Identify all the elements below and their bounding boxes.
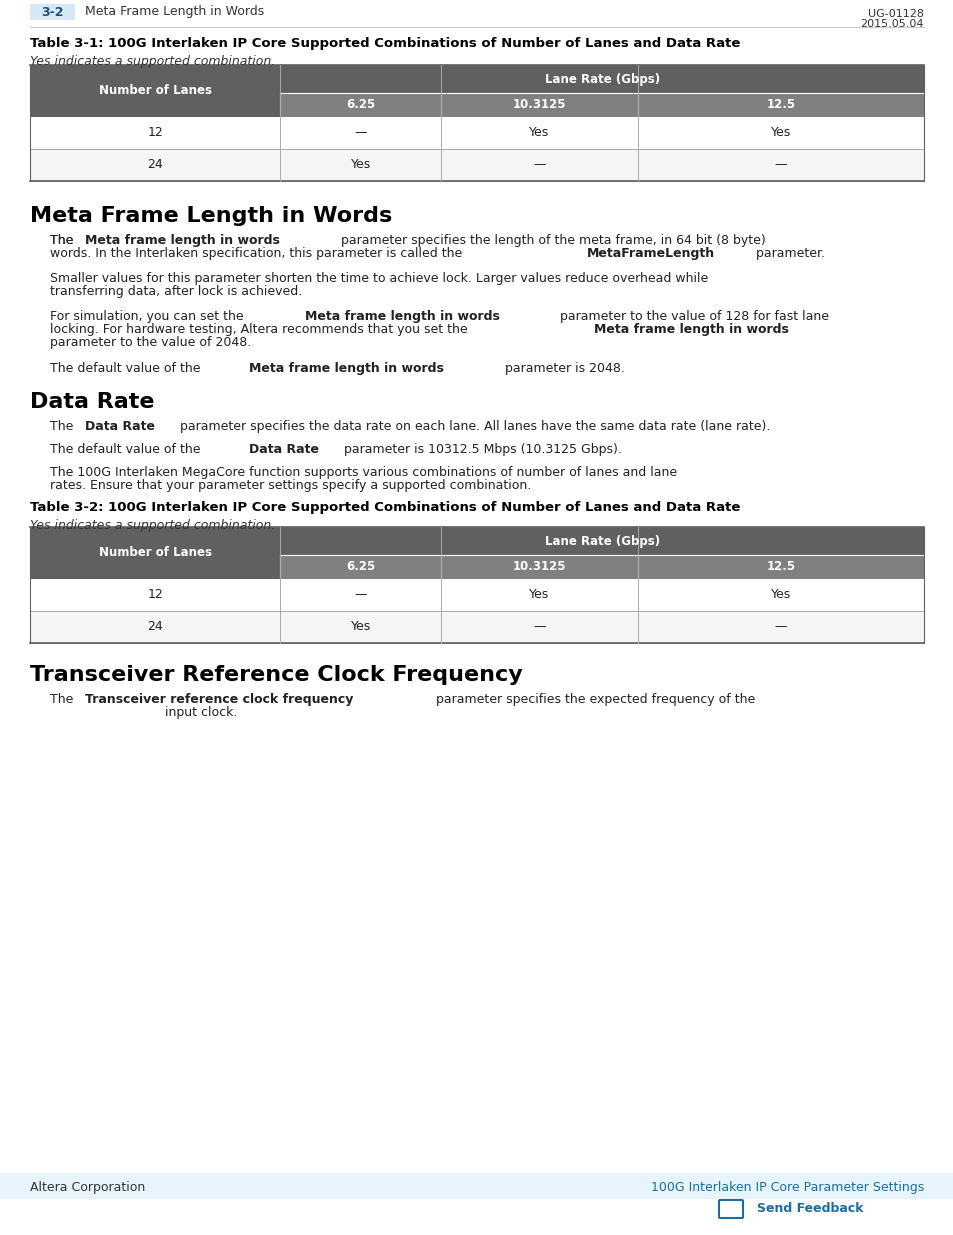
Text: Yes: Yes xyxy=(529,126,549,140)
Text: Data Rate: Data Rate xyxy=(30,391,154,412)
Bar xyxy=(30,579,923,611)
Text: input clock.: input clock. xyxy=(165,706,237,719)
Text: Yes indicates a supported combination.: Yes indicates a supported combination. xyxy=(30,56,275,68)
Text: Number of Lanes: Number of Lanes xyxy=(98,547,212,559)
Text: locking. For hardware testing, Altera recommends that you set the: locking. For hardware testing, Altera re… xyxy=(50,324,471,336)
Text: Data Rate: Data Rate xyxy=(85,420,155,433)
Bar xyxy=(280,65,923,93)
Text: UG-01128: UG-01128 xyxy=(867,9,923,19)
Bar xyxy=(30,527,280,579)
Text: parameter.: parameter. xyxy=(752,247,824,261)
Text: parameter to the value of 128 for fast lane: parameter to the value of 128 for fast l… xyxy=(556,310,828,324)
Text: Number of Lanes: Number of Lanes xyxy=(98,84,212,98)
Text: 10.3125: 10.3125 xyxy=(513,561,566,573)
Text: Lane Rate (Gbps): Lane Rate (Gbps) xyxy=(544,73,659,85)
Text: parameter to the value of 2048.: parameter to the value of 2048. xyxy=(50,336,251,350)
Text: The: The xyxy=(50,233,77,247)
Text: Meta frame length in words: Meta frame length in words xyxy=(85,233,280,247)
Text: Meta Frame Length in Words: Meta Frame Length in Words xyxy=(85,5,264,19)
Text: transferring data, after lock is achieved.: transferring data, after lock is achieve… xyxy=(50,285,302,298)
Text: —: — xyxy=(355,589,367,601)
Text: 24: 24 xyxy=(147,158,163,172)
Text: The: The xyxy=(50,233,77,247)
Text: parameter is 10312.5 Mbps (10.3125 Gbps).: parameter is 10312.5 Mbps (10.3125 Gbps)… xyxy=(339,443,621,456)
Text: Meta frame length in words: Meta frame length in words xyxy=(305,310,499,324)
Bar xyxy=(280,527,923,555)
Text: 12: 12 xyxy=(147,126,163,140)
Text: The 100G Interlaken MegaCore function supports various combinations of number of: The 100G Interlaken MegaCore function su… xyxy=(50,466,677,479)
Text: MetaFrameLength: MetaFrameLength xyxy=(586,247,715,261)
Text: Meta frame length in words: Meta frame length in words xyxy=(594,324,788,336)
Text: parameter specifies the length of the meta frame, in 64 bit (8 byte): parameter specifies the length of the me… xyxy=(336,233,764,247)
Text: Yes: Yes xyxy=(351,158,371,172)
Bar xyxy=(280,555,441,579)
Text: words. In the Interlaken specification, this parameter is called the: words. In the Interlaken specification, … xyxy=(50,247,466,261)
Text: 24: 24 xyxy=(147,620,163,634)
Bar xyxy=(0,1173,953,1199)
Text: For simulation, you can set the: For simulation, you can set the xyxy=(50,310,248,324)
Text: The default value of the: The default value of the xyxy=(50,362,204,375)
Bar xyxy=(638,555,923,579)
Text: parameter is 2048.: parameter is 2048. xyxy=(500,362,624,375)
Text: 6.25: 6.25 xyxy=(346,561,375,573)
Text: Table 3-2: 100G Interlaken IP Core Supported Combinations of Number of Lanes and: Table 3-2: 100G Interlaken IP Core Suppo… xyxy=(30,501,740,514)
Bar xyxy=(441,93,638,117)
Text: parameter specifies the expected frequency of the: parameter specifies the expected frequen… xyxy=(431,693,754,706)
Text: Yes: Yes xyxy=(770,126,790,140)
Text: The: The xyxy=(50,420,77,433)
Text: Lane Rate (Gbps): Lane Rate (Gbps) xyxy=(544,535,659,547)
Text: —: — xyxy=(774,158,786,172)
Text: 12.5: 12.5 xyxy=(765,99,795,111)
Text: Transceiver Reference Clock Frequency: Transceiver Reference Clock Frequency xyxy=(30,664,522,685)
Text: Altera Corporation: Altera Corporation xyxy=(30,1181,145,1193)
Text: Yes: Yes xyxy=(529,589,549,601)
Text: Yes: Yes xyxy=(770,589,790,601)
Text: 3-2: 3-2 xyxy=(41,5,63,19)
Text: 10.3125: 10.3125 xyxy=(513,99,566,111)
Text: Smaller values for this parameter shorten the time to achieve lock. Larger value: Smaller values for this parameter shorte… xyxy=(50,272,707,285)
Text: Yes: Yes xyxy=(351,620,371,634)
Bar xyxy=(30,611,923,643)
Text: The: The xyxy=(50,693,77,706)
Text: —: — xyxy=(533,620,545,634)
Text: Meta frame length in words: Meta frame length in words xyxy=(249,362,444,375)
Text: —: — xyxy=(774,620,786,634)
Text: 100G Interlaken IP Core Parameter Settings: 100G Interlaken IP Core Parameter Settin… xyxy=(650,1181,923,1193)
Bar xyxy=(638,93,923,117)
Text: 12.5: 12.5 xyxy=(765,561,795,573)
Text: rates. Ensure that your parameter settings specify a supported combination.: rates. Ensure that your parameter settin… xyxy=(50,479,531,492)
Text: 6.25: 6.25 xyxy=(346,99,375,111)
Text: —: — xyxy=(355,126,367,140)
Text: Send Feedback: Send Feedback xyxy=(757,1203,862,1215)
FancyBboxPatch shape xyxy=(30,4,75,20)
Text: The default value of the: The default value of the xyxy=(50,443,204,456)
Text: Data Rate: Data Rate xyxy=(249,443,319,456)
Text: Yes indicates a supported combination.: Yes indicates a supported combination. xyxy=(30,519,275,532)
Bar xyxy=(30,117,923,149)
Text: parameter specifies the data rate on each lane. All lanes have the same data rat: parameter specifies the data rate on eac… xyxy=(175,420,769,433)
Text: Table 3-1: 100G Interlaken IP Core Supported Combinations of Number of Lanes and: Table 3-1: 100G Interlaken IP Core Suppo… xyxy=(30,37,740,49)
Bar xyxy=(30,65,280,117)
Text: 12: 12 xyxy=(147,589,163,601)
FancyBboxPatch shape xyxy=(719,1200,742,1218)
Text: Transceiver reference clock frequency: Transceiver reference clock frequency xyxy=(85,693,354,706)
Bar xyxy=(441,555,638,579)
Bar xyxy=(30,149,923,182)
Text: 2015.05.04: 2015.05.04 xyxy=(860,19,923,28)
Bar xyxy=(280,93,441,117)
Text: Meta Frame Length in Words: Meta Frame Length in Words xyxy=(30,206,392,226)
Text: —: — xyxy=(533,158,545,172)
